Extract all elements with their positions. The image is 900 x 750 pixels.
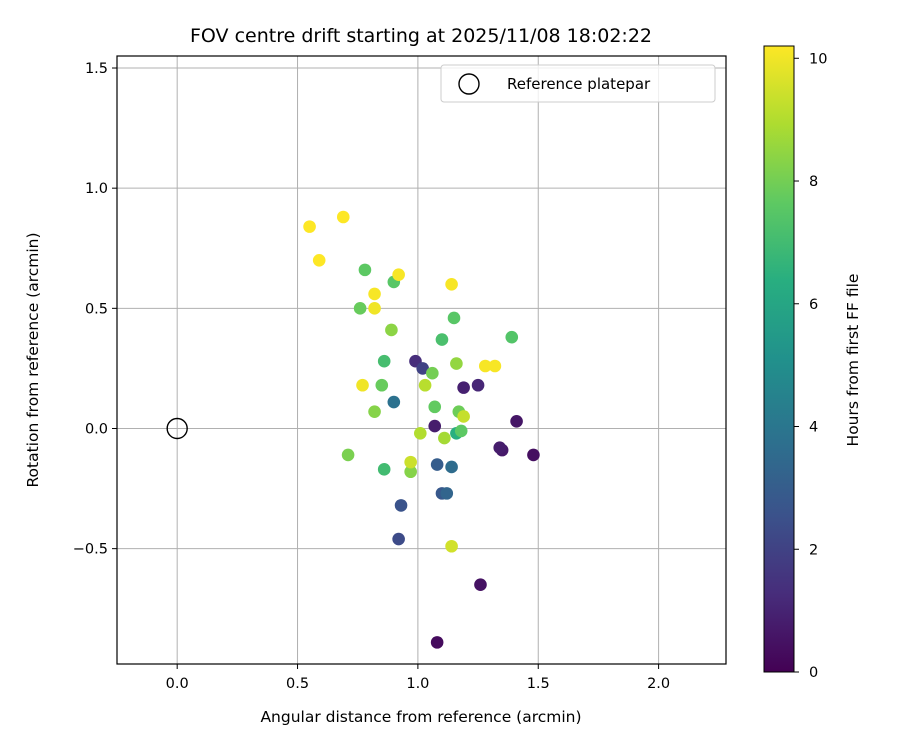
scatter-point bbox=[428, 419, 442, 433]
scatter-point bbox=[447, 311, 461, 325]
scatter-point bbox=[474, 578, 487, 591]
y-axis-ticks: −0.5 0.0 0.5 1.0 1.5 bbox=[73, 61, 117, 558]
scatter-point bbox=[387, 395, 401, 409]
legend: Reference platepar bbox=[440, 64, 716, 103]
scatter-point bbox=[450, 357, 463, 370]
scatter-point bbox=[445, 460, 458, 474]
scatter-point bbox=[416, 362, 430, 375]
scatter-point bbox=[438, 431, 451, 445]
scatter-point bbox=[435, 333, 449, 346]
scatter-point bbox=[430, 458, 444, 471]
x-axis-label: Angular distance from reference (arcmin) bbox=[260, 708, 581, 726]
scatter-point bbox=[358, 263, 372, 277]
scatter-point bbox=[471, 378, 485, 392]
legend-label: Reference platepar bbox=[507, 75, 651, 93]
scatter-point bbox=[454, 424, 468, 438]
scatter-point bbox=[478, 359, 492, 373]
colorbar-tick-label: 10 bbox=[809, 51, 827, 67]
scatter-point bbox=[488, 359, 502, 373]
colorbar-tick-label: 0 bbox=[809, 665, 818, 681]
y-tick-label: 0.5 bbox=[85, 301, 108, 317]
scatter-point bbox=[392, 268, 405, 281]
y-tick-label: 1.5 bbox=[85, 61, 108, 77]
scatter-point bbox=[368, 302, 381, 315]
scatter-point bbox=[426, 366, 439, 380]
reference-platepar-marker bbox=[166, 417, 188, 440]
scatter-point bbox=[341, 448, 355, 462]
x-tick-label: 1.5 bbox=[527, 676, 550, 692]
scatter-point bbox=[336, 210, 350, 224]
colorbar-label: Hours from first FF file bbox=[844, 274, 862, 447]
scatter-point bbox=[356, 378, 369, 392]
colorbar: 0 2 4 6 8 10 Hours from first FF file bbox=[763, 45, 862, 681]
scatter-point bbox=[377, 354, 391, 368]
scatter-point bbox=[303, 220, 316, 233]
x-tick-label: 0.0 bbox=[166, 676, 189, 692]
scatter-point bbox=[353, 302, 367, 315]
colorbar-gradient bbox=[763, 45, 795, 673]
reference-marker-layer bbox=[166, 417, 188, 440]
plot-frame bbox=[116, 55, 727, 665]
scatter-point bbox=[505, 330, 519, 344]
scatter-points bbox=[303, 210, 540, 649]
scatter-point bbox=[457, 410, 470, 423]
scatter-point bbox=[377, 463, 391, 476]
colorbar-tick-label: 2 bbox=[809, 542, 818, 558]
x-tick-label: 0.5 bbox=[286, 676, 309, 692]
scatter-point bbox=[445, 539, 458, 553]
x-tick-label: 2.0 bbox=[647, 676, 670, 692]
scatter-point bbox=[493, 441, 507, 455]
colorbar-tick-label: 8 bbox=[809, 174, 818, 190]
colorbar-ticks: 0 2 4 6 8 10 bbox=[794, 51, 827, 681]
scatter-point bbox=[312, 253, 326, 267]
scatter-point bbox=[430, 636, 444, 649]
scatter-point bbox=[368, 405, 381, 418]
y-tick-label: 1.0 bbox=[85, 181, 108, 197]
y-axis-label: Rotation from reference (arcmin) bbox=[24, 232, 42, 487]
scatter-point bbox=[404, 455, 417, 469]
chart-title: FOV centre drift starting at 2025/11/08 … bbox=[190, 25, 652, 47]
scatter-point bbox=[394, 499, 408, 512]
x-axis-ticks: 0.0 0.5 1.0 1.5 2.0 bbox=[166, 664, 670, 692]
x-tick-label: 1.0 bbox=[406, 676, 429, 692]
y-tick-label: −0.5 bbox=[73, 542, 108, 558]
scatter-point bbox=[527, 448, 540, 462]
scatter-point bbox=[457, 381, 470, 394]
scatter-point bbox=[428, 400, 442, 414]
scatter-point bbox=[385, 323, 398, 337]
scatter-point bbox=[440, 487, 454, 500]
legend-reference-marker bbox=[458, 73, 480, 95]
scatter-point bbox=[445, 278, 458, 291]
y-tick-label: 0.0 bbox=[85, 421, 108, 437]
scatter-point bbox=[392, 532, 405, 546]
scatter-point bbox=[368, 287, 381, 301]
scatter-point bbox=[375, 378, 389, 392]
colorbar-tick-label: 4 bbox=[809, 420, 818, 436]
scatter-point bbox=[510, 414, 523, 428]
legend-box bbox=[440, 64, 716, 103]
scatter-point bbox=[404, 465, 417, 479]
scatter-point bbox=[413, 426, 427, 440]
colorbar-tick-label: 6 bbox=[809, 297, 818, 313]
scatter-point bbox=[418, 378, 432, 392]
